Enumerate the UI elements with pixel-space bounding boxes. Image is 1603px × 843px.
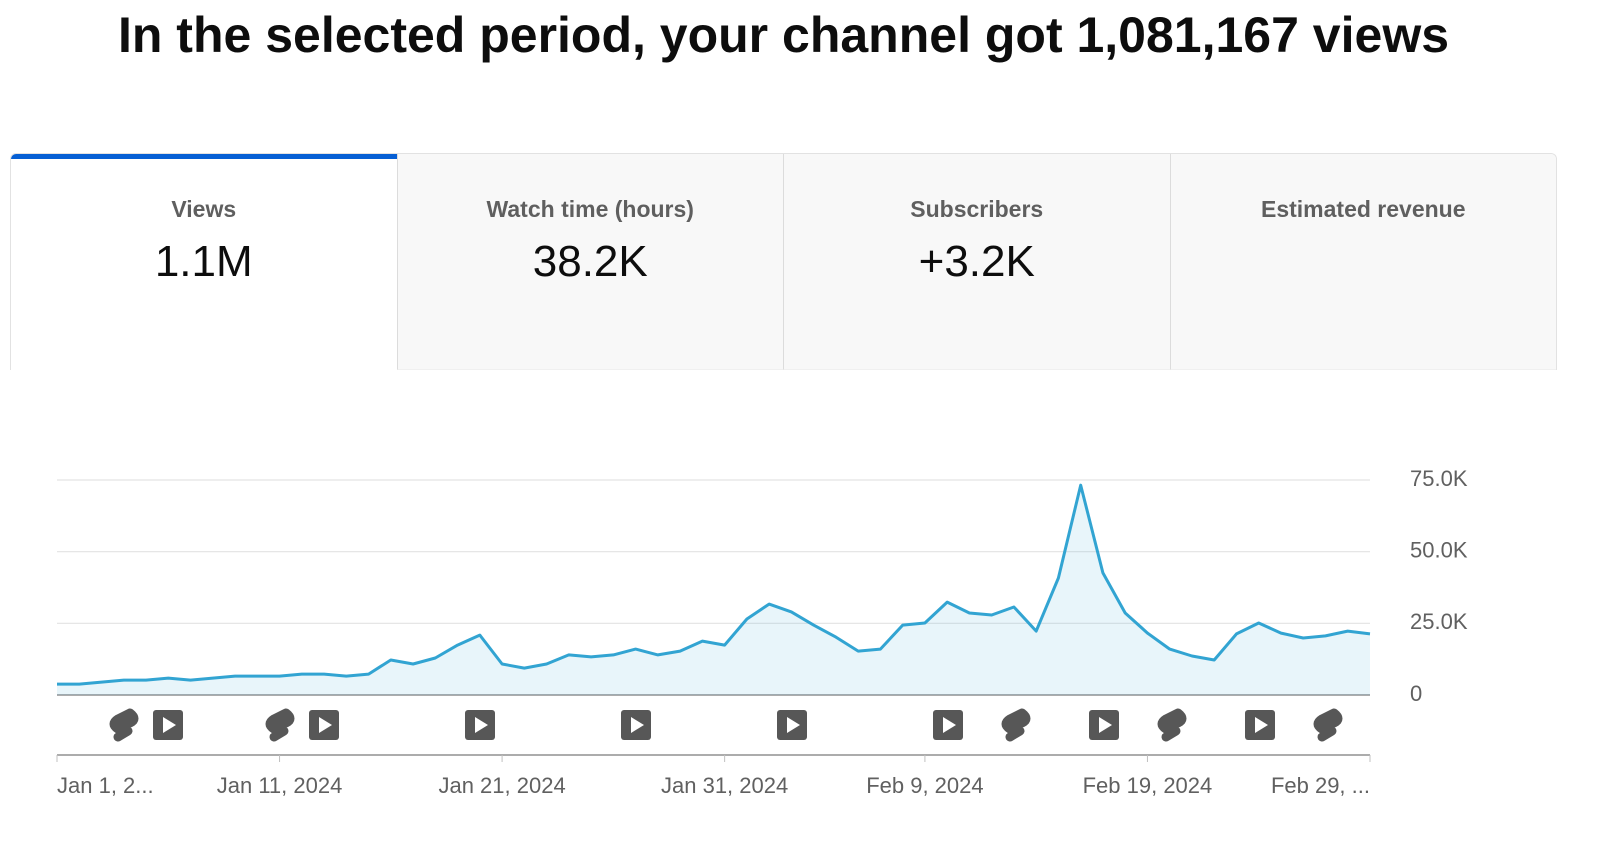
tab-label: Estimated revenue: [1260, 196, 1466, 222]
tab-label: Subscribers: [910, 196, 1044, 222]
video-icon-play: [943, 717, 956, 733]
tab-label: Watch time (hours): [486, 196, 694, 222]
video-icon: [1089, 710, 1119, 740]
shorts-icon: [265, 708, 295, 742]
video-icon-play: [1255, 717, 1268, 733]
video-icon-play: [475, 717, 488, 733]
x-tick-label: Jan 11, 2024: [217, 773, 343, 798]
y-tick-label: 0: [1410, 681, 1422, 706]
shorts-icon: [1313, 708, 1343, 742]
tab[interactable]: Watch time (hours) 38.2K: [396, 154, 783, 370]
x-tick-label: Jan 1, 2...: [57, 773, 154, 798]
metric-tabs: Views 1.1M Watch time (hours) 38.2K Subscr…: [10, 153, 1557, 370]
tab-label: Views: [171, 196, 237, 222]
tab[interactable]: Subscribers +3.2K: [783, 154, 1170, 370]
area: [57, 485, 1370, 695]
tab[interactable]: Views 1.1M: [11, 154, 397, 370]
tab-value: +3.2K: [918, 237, 1035, 286]
video-icon-play: [787, 717, 800, 733]
video-icon: [777, 710, 807, 740]
video-icon: [933, 710, 963, 740]
x-tick-label: Feb 9, 2024: [866, 773, 983, 798]
y-tick-label: 25.0K: [1410, 609, 1468, 634]
shorts-icon: [109, 708, 139, 742]
video-icon-play: [163, 717, 176, 733]
video-icon: [1245, 710, 1275, 740]
x-tick-label: Jan 31, 2024: [661, 773, 788, 798]
page-title: In the selected period, your channel got…: [117, 7, 1450, 63]
x-tick-label: Feb 29, ...: [1271, 773, 1370, 798]
video-icon-play: [1099, 717, 1112, 733]
video-icon-play: [319, 717, 332, 733]
video-icon: [309, 710, 339, 740]
line: [57, 483, 1371, 686]
y-tick-label: 75.0K: [1410, 466, 1468, 491]
shorts-icon: [1157, 708, 1187, 742]
video-icon-play: [631, 717, 644, 733]
video-icon: [153, 710, 183, 740]
x-tick-label: Jan 21, 2024: [438, 773, 565, 798]
video-icon: [465, 710, 495, 740]
shorts-icon: [1001, 708, 1031, 742]
video-icon: [621, 710, 651, 740]
tab-value: 1.1M: [154, 237, 253, 286]
x-tick-label: Feb 19, 2024: [1083, 773, 1213, 798]
tab-value: 38.2K: [532, 237, 648, 286]
tab[interactable]: Estimated revenue: [1169, 154, 1556, 370]
y-tick-label: 50.0K: [1410, 537, 1468, 562]
